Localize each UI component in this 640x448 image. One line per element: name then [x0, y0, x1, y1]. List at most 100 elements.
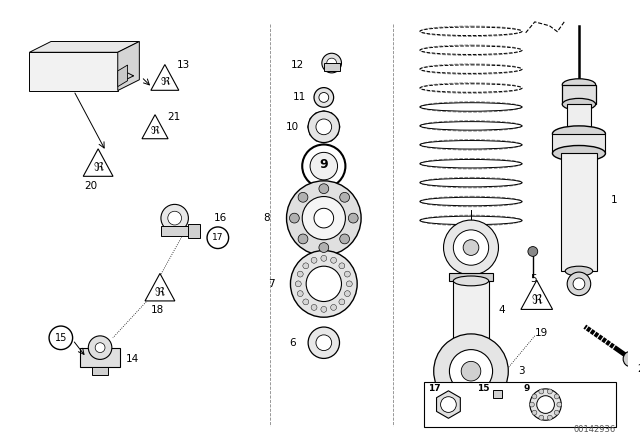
Text: 4: 4	[499, 306, 505, 315]
Text: 6: 6	[290, 338, 296, 348]
Circle shape	[554, 394, 559, 399]
Circle shape	[328, 112, 333, 117]
Circle shape	[339, 263, 345, 269]
Text: 9: 9	[319, 158, 328, 171]
Circle shape	[333, 131, 338, 136]
Polygon shape	[521, 280, 552, 310]
Text: 14: 14	[125, 354, 139, 364]
Circle shape	[335, 125, 340, 129]
Text: 12: 12	[291, 60, 304, 70]
Polygon shape	[436, 391, 460, 418]
Circle shape	[547, 415, 552, 420]
Circle shape	[331, 257, 337, 263]
Polygon shape	[161, 226, 193, 236]
Polygon shape	[118, 65, 127, 86]
Circle shape	[161, 204, 188, 232]
Circle shape	[303, 299, 308, 305]
Bar	[324, 63, 339, 71]
Circle shape	[168, 211, 182, 225]
Text: ℜ: ℜ	[160, 77, 170, 87]
Circle shape	[547, 389, 552, 394]
Circle shape	[298, 291, 303, 297]
Text: 15: 15	[54, 333, 67, 343]
Circle shape	[311, 257, 317, 263]
Circle shape	[298, 192, 308, 202]
Circle shape	[321, 306, 327, 312]
Ellipse shape	[563, 99, 596, 110]
Circle shape	[310, 117, 314, 122]
Circle shape	[532, 410, 537, 415]
Circle shape	[348, 213, 358, 223]
Text: 21: 21	[167, 112, 180, 122]
Circle shape	[532, 394, 537, 399]
Circle shape	[530, 389, 561, 420]
Text: ℜ: ℜ	[93, 161, 103, 174]
Bar	[552, 134, 605, 153]
Circle shape	[306, 266, 342, 302]
Circle shape	[319, 184, 329, 194]
Circle shape	[537, 396, 554, 414]
Circle shape	[461, 362, 481, 381]
Circle shape	[440, 396, 456, 413]
Bar	[424, 382, 616, 427]
Circle shape	[287, 181, 361, 255]
Circle shape	[340, 192, 349, 202]
Circle shape	[298, 271, 303, 277]
Circle shape	[321, 111, 326, 116]
Text: ℜ: ℜ	[155, 286, 165, 299]
Text: 10: 10	[286, 122, 300, 132]
Circle shape	[346, 281, 352, 287]
Circle shape	[308, 327, 339, 358]
Circle shape	[314, 208, 333, 228]
Circle shape	[321, 138, 326, 143]
Circle shape	[289, 213, 300, 223]
Text: 2: 2	[637, 364, 640, 374]
Ellipse shape	[552, 146, 605, 161]
Circle shape	[539, 415, 544, 420]
Circle shape	[331, 305, 337, 310]
Ellipse shape	[552, 126, 605, 142]
Circle shape	[529, 402, 534, 407]
Circle shape	[49, 326, 72, 349]
Circle shape	[291, 250, 357, 317]
Circle shape	[95, 343, 105, 353]
Polygon shape	[573, 396, 614, 411]
Circle shape	[449, 349, 493, 393]
Ellipse shape	[453, 337, 489, 347]
Text: 00142936: 00142936	[574, 425, 616, 434]
Circle shape	[623, 351, 639, 367]
Ellipse shape	[563, 79, 596, 90]
Text: 9: 9	[524, 384, 531, 393]
Circle shape	[319, 92, 329, 102]
Polygon shape	[29, 52, 118, 90]
Polygon shape	[188, 224, 200, 238]
Circle shape	[344, 291, 350, 297]
Circle shape	[308, 111, 339, 142]
Text: 19: 19	[535, 328, 548, 338]
Circle shape	[310, 131, 314, 136]
Circle shape	[88, 336, 112, 359]
Text: 17: 17	[212, 233, 223, 242]
Circle shape	[573, 278, 585, 290]
Polygon shape	[573, 411, 614, 423]
Polygon shape	[92, 367, 108, 375]
Circle shape	[344, 271, 350, 277]
Circle shape	[302, 145, 346, 188]
Text: 16: 16	[214, 213, 227, 223]
Polygon shape	[29, 42, 140, 52]
Circle shape	[314, 88, 333, 107]
Text: ℜ: ℜ	[531, 294, 542, 307]
Circle shape	[314, 136, 319, 141]
Circle shape	[557, 402, 562, 407]
Bar	[449, 273, 493, 281]
Text: 3: 3	[518, 366, 525, 376]
Circle shape	[567, 272, 591, 296]
Text: 7: 7	[268, 279, 275, 289]
Circle shape	[333, 117, 338, 122]
Circle shape	[314, 112, 319, 117]
Text: 11: 11	[293, 92, 306, 103]
Polygon shape	[142, 115, 168, 139]
Circle shape	[319, 243, 329, 253]
Text: 18: 18	[150, 306, 164, 315]
Bar	[561, 153, 596, 271]
